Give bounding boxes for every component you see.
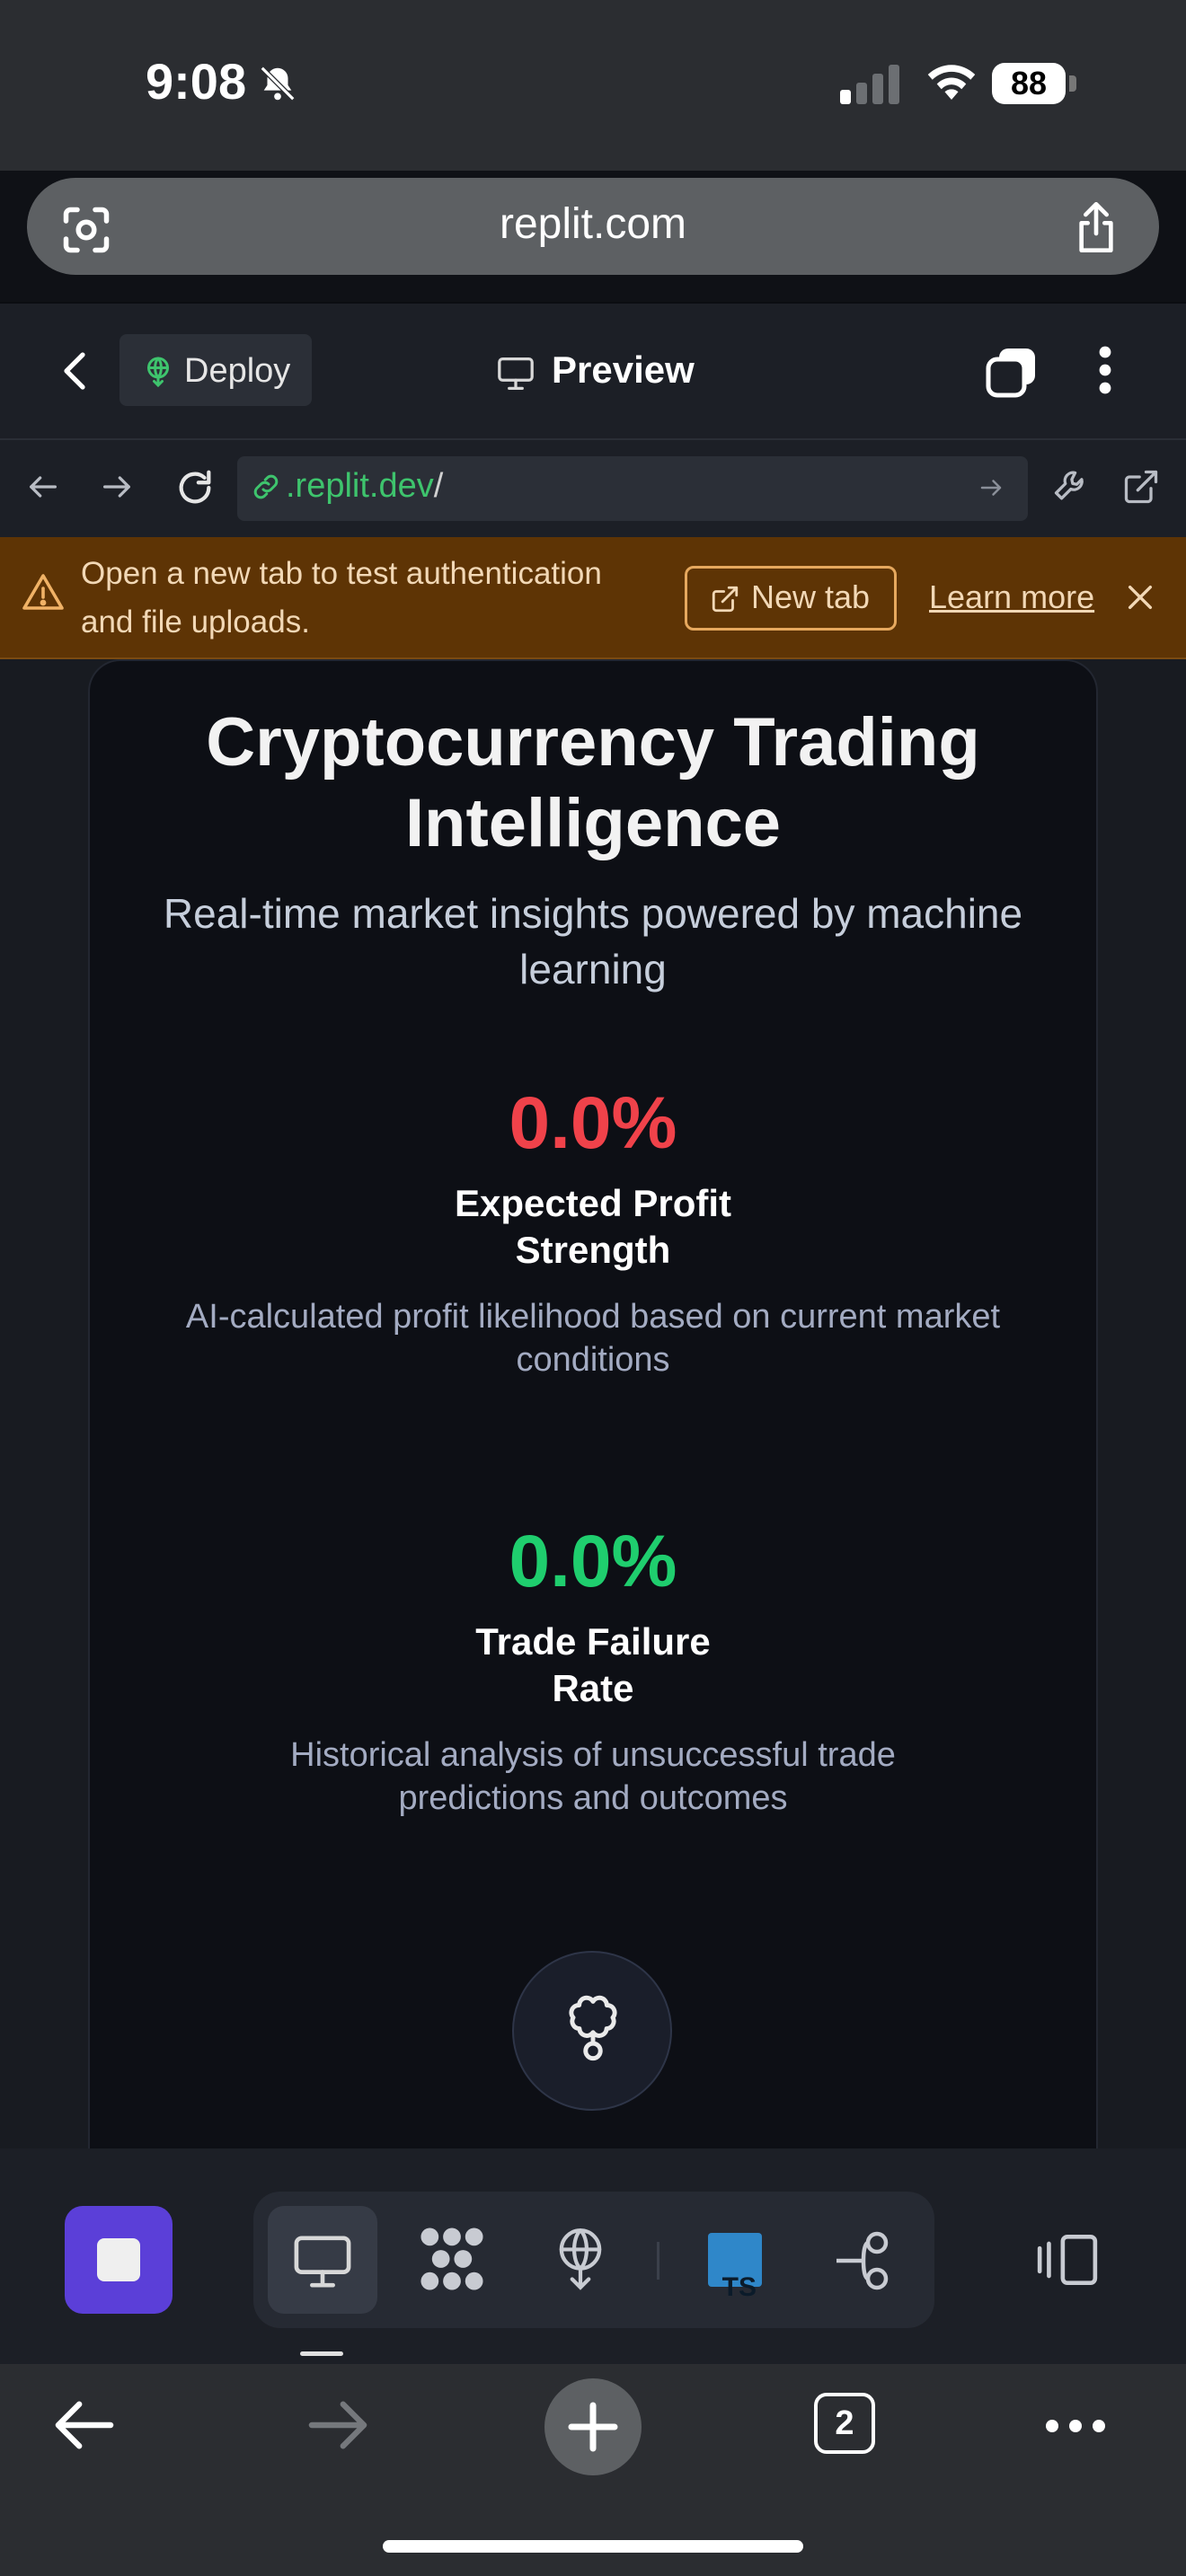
page-subtitle: Real-time market insights powered by mac… bbox=[163, 890, 1023, 992]
profit-strength-description: AI-calculated profit likelihood based on… bbox=[185, 1298, 1001, 1379]
learn-more-link[interactable]: Learn more bbox=[929, 578, 1095, 615]
arrow-right-icon bbox=[308, 2401, 367, 2449]
wifi-icon bbox=[927, 65, 976, 100]
tab-count-button[interactable]: 2 bbox=[814, 2393, 875, 2454]
address-host: .replit.dev bbox=[286, 467, 434, 505]
camera-scan-icon[interactable] bbox=[59, 203, 113, 257]
failure-rate-description: Historical analysis of unsuccessful trad… bbox=[290, 1736, 896, 1817]
new-tab-plus-button[interactable] bbox=[544, 2378, 642, 2475]
page-title: Cryptocurrency Trading Intelligence bbox=[206, 704, 980, 861]
arrow-go-icon[interactable] bbox=[978, 474, 1005, 501]
arrow-left-icon[interactable] bbox=[25, 469, 61, 505]
arrow-left-icon[interactable] bbox=[52, 2396, 117, 2454]
battery-tip bbox=[1069, 75, 1076, 92]
auth-warning-banner bbox=[0, 537, 1186, 659]
address-path: / bbox=[433, 467, 444, 505]
workflow-icon[interactable] bbox=[832, 2229, 895, 2292]
url-bar[interactable] bbox=[27, 178, 1159, 275]
bell-slash-icon bbox=[260, 66, 296, 101]
more-horizontal-icon[interactable] bbox=[1044, 2418, 1107, 2434]
deploy-label[interactable]: Deploy bbox=[184, 352, 291, 390]
main-card bbox=[88, 659, 1098, 2150]
status-bar bbox=[0, 0, 1186, 171]
more-vertical-icon[interactable] bbox=[1098, 345, 1112, 395]
status-time: 9:08 bbox=[146, 53, 247, 110]
webview-address-field[interactable] bbox=[237, 456, 1028, 521]
external-link-icon bbox=[712, 586, 739, 613]
new-tab-label[interactable]: New tab bbox=[751, 578, 871, 615]
chevron-left-icon[interactable] bbox=[58, 348, 93, 393]
toolbar-divider bbox=[657, 2242, 659, 2280]
monitor-icon bbox=[498, 357, 534, 390]
wrench-icon[interactable] bbox=[1051, 467, 1091, 507]
failure-rate-label: Trade Failure Rate bbox=[475, 1620, 711, 1709]
deploy-icon bbox=[147, 357, 169, 388]
banner-message: Open a new tab to test authentication an… bbox=[81, 556, 602, 640]
url-text[interactable]: replit.com bbox=[499, 200, 687, 248]
reload-icon[interactable] bbox=[174, 467, 216, 508]
home-indicator bbox=[383, 2540, 803, 2553]
deployments-icon[interactable] bbox=[552, 2226, 609, 2292]
profit-strength-value: 0.0% bbox=[509, 1082, 677, 1164]
split-panel-icon[interactable] bbox=[1035, 2231, 1100, 2289]
battery-level: 88 bbox=[992, 63, 1066, 104]
stop-icon bbox=[97, 2238, 140, 2281]
plus-icon bbox=[568, 2402, 618, 2452]
deploy-button[interactable] bbox=[119, 334, 312, 406]
panels-icon[interactable] bbox=[983, 343, 1040, 401]
link-icon bbox=[253, 474, 279, 499]
external-link-icon[interactable] bbox=[1121, 467, 1161, 507]
warning-icon bbox=[22, 574, 64, 610]
share-icon[interactable] bbox=[1071, 199, 1121, 255]
profit-strength-label: Expected Profit Strength bbox=[454, 1182, 732, 1271]
tool-preview-active[interactable] bbox=[268, 2206, 377, 2314]
monitor-icon[interactable] bbox=[291, 2233, 354, 2290]
preview-title: Preview bbox=[552, 348, 695, 391]
arrow-right-icon[interactable] bbox=[99, 469, 135, 505]
agent-dots-icon[interactable] bbox=[419, 2226, 485, 2292]
failure-rate-value: 0.0% bbox=[509, 1521, 677, 1602]
active-tab-indicator bbox=[300, 2351, 343, 2356]
brain-icon bbox=[569, 1995, 617, 2061]
close-icon[interactable] bbox=[1125, 582, 1155, 613]
webview-address-text[interactable]: .replit.dev/ bbox=[286, 467, 443, 506]
ts-badge-text: TS bbox=[721, 2272, 757, 2302]
new-tab-button[interactable] bbox=[685, 566, 897, 631]
cellular-signal-icon bbox=[840, 65, 899, 104]
typescript-file-icon[interactable]: TS bbox=[708, 2233, 762, 2301]
